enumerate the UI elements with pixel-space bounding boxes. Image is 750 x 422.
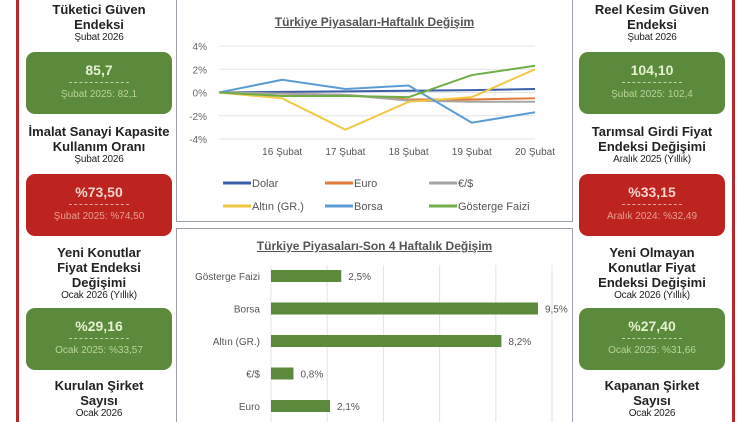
legend-label: Altın (GR.): [252, 201, 304, 213]
legend-label: Gösterge Faizi: [458, 201, 530, 213]
indicator-card-tarimsal-girdi: %33,15 Aralık 2024: %32,49: [579, 174, 725, 236]
indicator-previous: Ocak 2025: %31,66: [608, 345, 696, 356]
bar-value-label: 8,2%: [508, 337, 531, 348]
indicator-kapanan-sirket: Kapanan Şirket Sayısı Ocak 2026: [577, 378, 727, 420]
indicator-previous: Şubat 2025: 102,4: [611, 89, 693, 100]
indicator-previous: Aralık 2024: %32,49: [606, 211, 698, 222]
indicator-tuketici-guven: Tüketici Güven Endeksi Şubat 2026: [24, 2, 174, 44]
indicator-yeni-konutlar: Yeni Konutlar Fiyat Endeksi Değişimi Ocak …: [24, 245, 174, 302]
indicator-imalat-kapasite: İmalat Sanayi Kapasite Kullanım Oranı Şub…: [24, 124, 174, 166]
indicator-previous: Şubat 2025: 82,1: [60, 89, 138, 100]
indicator-value: 104,10: [630, 62, 674, 78]
four-week-change-chart-panel: Türkiye Piyasaları-Son 4 Haftalık Değişi…: [176, 228, 573, 422]
y-tick-label: -2%: [189, 112, 207, 123]
bar-value-label: 2,5%: [348, 272, 371, 283]
indicator-previous: Şubat 2025: %74,50: [53, 211, 145, 222]
card-divider: [69, 82, 129, 83]
indicator-period: Ocak 2026 (Yıllık): [61, 290, 137, 301]
line-chart-title: Türkiye Piyasaları-Haftalık Değişim: [274, 15, 475, 29]
indicator-period: Şubat 2026: [627, 32, 677, 43]
indicator-title: Yeni Olmayan Konutlar Fiyat Endeksi Değişi…: [598, 245, 706, 290]
indicator-card-tuketici-guven: 85,7 Şubat 2025: 82,1: [26, 52, 172, 114]
card-divider: [622, 204, 682, 205]
indicator-tarimsal-girdi: Tarımsal Girdi Fiyat Endeksi Değişimi Ara…: [577, 124, 727, 166]
indicator-title: İmalat Sanayi Kapasite Kullanım Oranı: [28, 124, 170, 154]
indicator-yeni-olmayan-konutlar: Yeni Olmayan Konutlar Fiyat Endeksi Değişi…: [577, 245, 727, 302]
bar-chart-title: Türkiye Piyasaları-Son 4 Haftalık Değişi…: [256, 239, 493, 253]
bar: [271, 367, 294, 380]
indicator-title: Tüketici Güven Endeksi: [52, 2, 146, 32]
y-tick-label: 2%: [193, 65, 208, 76]
card-divider: [622, 82, 682, 83]
y-tick-label: -4%: [189, 135, 207, 146]
line-series: [218, 64, 536, 99]
indicator-kurulan-sirket: Kurulan Şirket Sayısı Ocak 2026: [24, 378, 174, 420]
bar-value-label: 2,1%: [337, 402, 360, 413]
bar: [271, 335, 502, 347]
indicator-period: Şubat 2026: [74, 154, 124, 165]
x-tick-label: 20 Şubat: [515, 147, 555, 158]
line-series: [218, 68, 536, 131]
indicator-reel-kesim-guven: Reel Kesim Güven Endeksi Şubat 2026: [577, 2, 727, 44]
indicator-card-imalat-kapasite: %73,50 Şubat 2025: %74,50: [26, 174, 172, 236]
bar-category-label: €/$: [246, 370, 260, 381]
bar-value-label: 9,5%: [545, 305, 568, 316]
bar-category-label: Gösterge Faizi: [195, 272, 260, 283]
indicator-period: Ocak 2026: [75, 408, 123, 419]
bar-value-label: 0,8%: [300, 370, 323, 381]
indicator-title: Kapanan Şirket Sayısı: [604, 378, 700, 408]
indicator-period: Ocak 2026 (Yıllık): [614, 290, 690, 301]
bar: [271, 270, 342, 282]
indicator-value: %27,40: [628, 318, 676, 334]
x-tick-label: 18 Şubat: [389, 147, 429, 158]
bar: [271, 400, 331, 412]
indicator-value: 85,7: [85, 62, 113, 78]
legend-label: Euro: [354, 178, 377, 190]
indicator-period: Şubat 2026: [74, 32, 124, 43]
x-tick-label: 17 Şubat: [325, 147, 365, 158]
indicator-title: Reel Kesim Güven Endeksi: [594, 2, 710, 32]
left-border-line: [16, 0, 19, 422]
right-border-line: [732, 0, 735, 422]
legend-label: €/$: [458, 178, 473, 190]
indicator-previous: Ocak 2025: %33,57: [55, 345, 143, 356]
weekly-change-chart-panel: Türkiye Piyasaları-Haftalık Değişim 4% 2%…: [176, 0, 573, 222]
legend-label: Dolar: [252, 178, 279, 190]
indicator-period: Aralık 2025 (Yıllık): [613, 154, 691, 165]
line-series: [218, 88, 536, 94]
indicator-period: Ocak 2026: [628, 408, 676, 419]
bar-category-label: Altın (GR.): [213, 337, 260, 348]
indicator-title: Kurulan Şirket Sayısı: [54, 378, 144, 408]
y-tick-label: 4%: [193, 42, 208, 53]
card-divider: [69, 338, 129, 339]
x-tick-label: 16 Şubat: [262, 147, 302, 158]
indicator-title: Tarımsal Girdi Fiyat Endeksi Değişimi: [591, 124, 713, 154]
card-divider: [622, 338, 682, 339]
indicator-card-yeni-konutlar: %29,16 Ocak 2025: %33,57: [26, 308, 172, 370]
x-tick-label: 19 Şubat: [452, 147, 492, 158]
indicator-value: %73,50: [75, 184, 123, 200]
weekly-change-line-chart: 4% 2% 0% -2% -4% 16 Şubat 17 Şubat 18 Şubat 19 Ş…: [189, 42, 555, 213]
bar-category-label: Borsa: [234, 305, 261, 316]
bar-category-label: Euro: [239, 402, 261, 413]
indicator-value: %33,15: [628, 184, 676, 200]
card-divider: [69, 204, 129, 205]
line-series: [218, 78, 536, 124]
indicator-card-reel-kesim-guven: 104,10 Şubat 2025: 102,4: [579, 52, 725, 114]
line-series: [218, 91, 535, 103]
four-week-change-bar-chart: Gösterge Faizi 2,5% Borsa 9,5% Altın (GR.) 8,…: [195, 265, 568, 422]
indicator-title: Yeni Konutlar Fiyat Endeksi Değişimi: [57, 245, 141, 290]
indicator-value: %29,16: [75, 318, 123, 334]
legend-label: Borsa: [354, 201, 384, 213]
bar: [271, 302, 538, 315]
indicator-card-yeni-olmayan-konutlar: %27,40 Ocak 2025: %31,66: [579, 308, 725, 370]
y-tick-label: 0%: [193, 89, 208, 100]
